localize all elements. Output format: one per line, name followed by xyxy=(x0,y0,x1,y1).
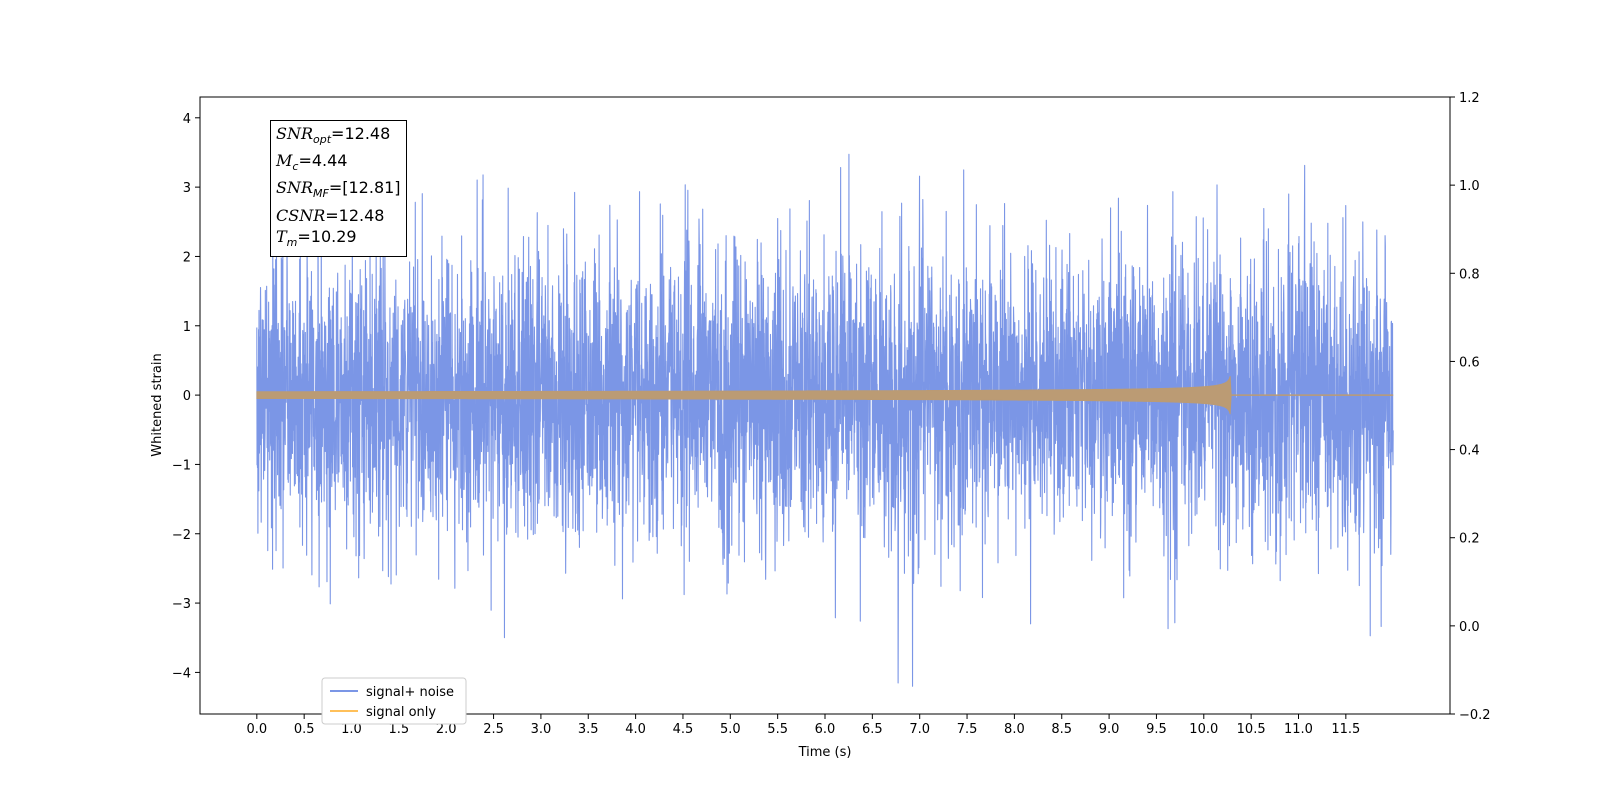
x-tick-label: 4.5 xyxy=(673,722,694,737)
y-axis: 4 3 2 1 0 −1 −2 −3 −4 xyxy=(172,112,200,681)
y2-tick-label: 0.2 xyxy=(1459,532,1480,547)
x-tick-label: 5.0 xyxy=(720,722,741,737)
x-tick-label: 9.5 xyxy=(1146,722,1167,737)
annotation-snr-opt: SNRopt=12.48 xyxy=(276,124,391,147)
annotation-csnr: CSNR=12.48 xyxy=(276,205,385,225)
x-axis-label: Time (s) xyxy=(798,745,852,760)
x-tick-label: 11.5 xyxy=(1331,722,1360,737)
y-tick-label: −2 xyxy=(172,528,191,543)
legend: signal+ noise signal only xyxy=(321,677,467,725)
x-tick-label: 8.5 xyxy=(1051,722,1072,737)
series-signal-only xyxy=(256,375,1394,415)
x-tick-label: 10.5 xyxy=(1237,722,1266,737)
x-tick-label: 3.5 xyxy=(578,722,599,737)
y-tick-label: −3 xyxy=(172,597,191,612)
x-tick-label: 6.5 xyxy=(862,722,883,737)
y-tick-label: 2 xyxy=(183,250,191,265)
x-tick-label: 7.5 xyxy=(957,722,978,737)
y2-tick-label: 0.4 xyxy=(1459,444,1480,459)
y2-tick-label: 1.0 xyxy=(1459,179,1480,194)
legend-label-signal-noise: signal+ noise xyxy=(366,685,454,700)
annotation-box: SNRopt=12.48 Mc=4.44 SNRMF=[12.81] CSNR=… xyxy=(270,120,407,257)
x-tick-label: 3.0 xyxy=(531,722,552,737)
noise-trace xyxy=(256,153,1394,687)
x-tick-label: 5.5 xyxy=(767,722,788,737)
annotation-mc: Mc=4.44 xyxy=(276,151,348,174)
x-tick-label: 6.0 xyxy=(815,722,836,737)
annotation-tm: Tm=10.29 xyxy=(276,226,357,249)
x-tick-label: 2.0 xyxy=(436,722,457,737)
x-tick-label: 2.5 xyxy=(483,722,504,737)
y2-tick-label: 0.6 xyxy=(1459,355,1480,370)
signal-envelope xyxy=(256,375,1232,415)
x-tick-label: 1.5 xyxy=(389,722,410,737)
y2-tick-label: 0.0 xyxy=(1459,620,1480,635)
y2-tick-label: 1.2 xyxy=(1459,91,1480,106)
x-tick-label: 1.0 xyxy=(341,722,362,737)
y-tick-label: −1 xyxy=(172,458,191,473)
legend-label-signal-only: signal only xyxy=(366,705,436,720)
annotation-snr-mf: SNRMF=[12.81] xyxy=(276,178,401,201)
x-tick-label: 0.0 xyxy=(246,722,267,737)
legend-box xyxy=(321,677,467,725)
x-axis: 0.0 0.5 1.0 1.5 2.0 2.5 3.0 3.5 4.0 4.5 5.0 5.5 6.0 6… xyxy=(246,714,1360,737)
y-axis-label: Whitened strain xyxy=(150,353,165,456)
series-signal-noise xyxy=(256,153,1394,687)
x-tick-label: 7.0 xyxy=(909,722,930,737)
y-tick-label: 1 xyxy=(183,320,191,335)
x-tick-label: 0.5 xyxy=(294,722,315,737)
x-tick-label: 8.0 xyxy=(1004,722,1025,737)
y-tick-label: 4 xyxy=(183,112,191,127)
y-tick-label: 0 xyxy=(183,389,191,404)
y-tick-label: 3 xyxy=(183,181,191,196)
y2-axis: 1.2 1.0 0.8 0.6 0.4 0.2 0.0 −0.2 xyxy=(1450,91,1491,723)
y2-tick-label: 0.8 xyxy=(1459,267,1480,282)
x-tick-label: 11.0 xyxy=(1284,722,1313,737)
y-tick-label: −4 xyxy=(172,666,191,681)
y2-tick-label: −0.2 xyxy=(1459,708,1491,723)
x-tick-label: 10.0 xyxy=(1189,722,1218,737)
x-tick-label: 9.0 xyxy=(1099,722,1120,737)
x-tick-label: 4.0 xyxy=(625,722,646,737)
